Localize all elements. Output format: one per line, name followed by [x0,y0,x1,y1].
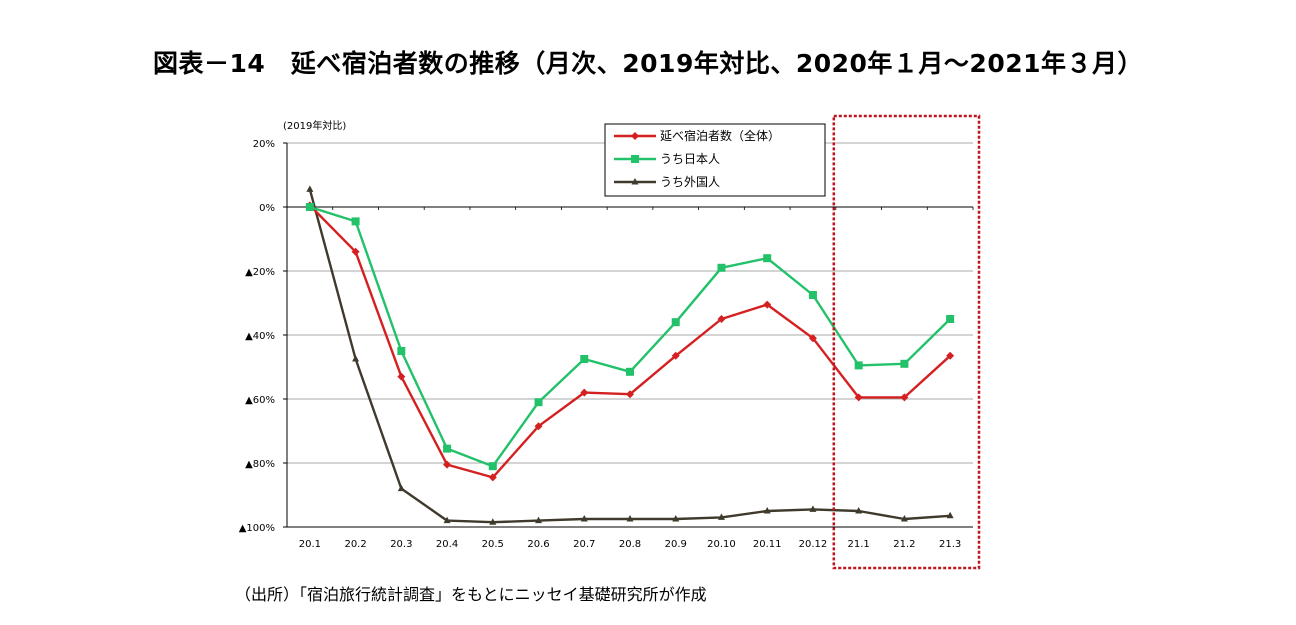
data-point-japanese [443,444,452,453]
data-point-all [351,247,360,256]
series-foreign [306,185,954,525]
x-tick-label: 20.4 [436,539,458,550]
data-point-foreign [717,513,725,520]
series-line-foreign [308,189,951,524]
legend-marker [631,155,639,163]
data-point-foreign [306,185,314,192]
legend-label: うち日本人 [660,152,720,166]
data-point-all [397,372,406,381]
x-tick-label: 20.9 [665,539,687,550]
y-tick-label: ▲60% [245,395,275,406]
data-point-all [854,393,863,402]
x-tick-label: 21.1 [848,539,870,550]
y-tick-label: 20% [253,139,275,150]
data-point-japanese [488,462,497,471]
chart-title: 図表－14 延べ宿泊者数の推移（月次、2019年対比、2020年１月～2021年… [152,49,1144,78]
legend-label: 延べ宿泊者数（全体） [660,128,780,143]
y-tick-label: ▲100% [239,523,275,534]
data-point-japanese [946,315,955,323]
data-point-all [717,315,726,323]
data-point-foreign [900,515,908,522]
data-point-foreign [443,516,451,524]
data-point-japanese [808,291,817,299]
legend-item-japanese: うち日本人 [614,152,720,166]
data-point-japanese [900,359,909,368]
line-chart: (2019年対比) 20% 0% ▲20% ▲40% ▲60% ▲80% ▲100% 20.… [239,114,981,570]
data-point-all [763,300,772,309]
data-point-japanese [854,361,863,370]
data-point-all [946,351,955,360]
x-tick-label: 20.5 [482,539,504,550]
y-tick-label: ▲20% [245,267,275,278]
data-point-foreign [763,507,771,514]
data-point-all [534,422,543,431]
legend-item-all: 延べ宿泊者数（全体） [614,128,780,143]
data-point-foreign [855,507,863,514]
legend-item-foreign: うち外国人 [614,175,720,189]
data-point-japanese [534,398,543,407]
data-point-foreign [580,515,588,522]
x-tick-label: 20.7 [573,539,595,550]
axes [283,142,974,528]
series-lines [305,185,955,525]
data-point-foreign [397,484,405,492]
data-point-japanese [351,217,360,226]
x-tick-label: 20.2 [344,539,366,550]
x-tick-label: 20.10 [707,539,736,550]
source-note: （出所）「宿泊旅行統計調査」をもとにニッセイ基礎研究所が作成 [235,585,707,604]
data-point-foreign [535,516,543,524]
data-point-japanese [717,263,726,272]
x-tick-label: 21.2 [893,539,915,550]
data-point-all [808,334,817,343]
x-tick-label: 20.3 [390,539,412,550]
legend-marker [631,178,639,185]
x-tick-label: 20.1 [299,539,321,550]
y-tick-labels: 20% 0% ▲20% ▲40% ▲60% ▲80% ▲100% [239,139,275,534]
data-point-foreign [626,515,634,522]
x-tick-label: 20.8 [619,539,641,550]
series-all [305,201,955,482]
data-point-foreign [352,355,360,362]
series-line-all [309,204,951,479]
series-line-japanese [309,205,951,468]
x-tick-label: 21.3 [939,539,961,550]
data-point-japanese [397,347,406,355]
data-point-japanese [763,254,772,263]
data-point-foreign [946,511,954,519]
data-point-japanese [580,355,589,363]
series-japanese [305,203,955,471]
data-point-foreign [809,505,817,512]
data-point-japanese [626,367,634,376]
data-point-all [580,388,589,397]
x-tick-label: 20.11 [753,539,782,550]
y-tick-label: ▲40% [245,331,275,342]
y-tick-label: ▲80% [245,459,275,470]
data-point-foreign [489,518,497,525]
data-point-japanese [305,203,314,211]
data-point-japanese [671,318,680,327]
x-tick-labels: 20.1 20.2 20.3 20.4 20.5 20.6 20.7 20.8 20.9 20.1… [299,539,962,550]
y-axis-unit-label: (2019年対比) [283,119,346,132]
x-tick-label: 20.12 [799,539,828,550]
highlight-box [832,114,981,570]
legend-marker [631,132,639,140]
data-point-all [900,393,909,402]
data-point-all [671,351,680,360]
grid-lines [287,142,973,464]
data-point-all [626,390,634,399]
data-point-all [443,460,452,469]
x-tick-label: 20.6 [527,539,549,550]
data-point-foreign [672,515,680,522]
legend-label: うち外国人 [660,175,720,189]
y-tick-label: 0% [259,203,275,214]
data-point-all [488,473,497,482]
